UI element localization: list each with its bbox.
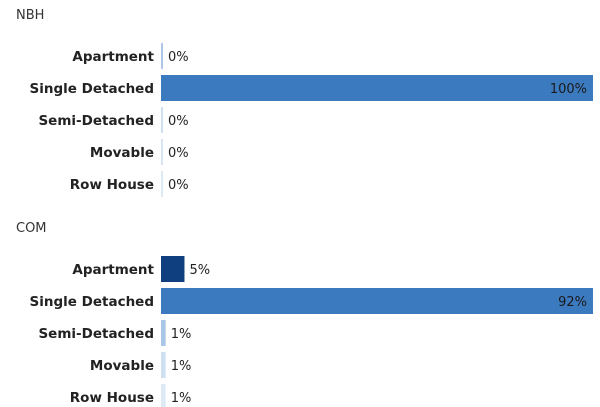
data-label: 0% (168, 146, 189, 161)
bar (161, 256, 185, 282)
data-label: 0% (168, 50, 189, 65)
category-label: Row House (70, 177, 154, 193)
bar (161, 352, 166, 378)
category-label: Movable (90, 358, 154, 374)
chart-group-com: COM Apartment 5% Single Detached 92% Semi-Det… (16, 221, 593, 407)
data-label: 1% (171, 327, 192, 342)
bar (161, 288, 593, 314)
data-label: 0% (168, 178, 189, 193)
data-label: 1% (171, 359, 192, 374)
category-label: Movable (90, 145, 154, 161)
bar (161, 384, 166, 407)
category-label: Apartment (72, 262, 154, 278)
data-label: 5% (189, 263, 210, 278)
category-label: Apartment (72, 49, 154, 65)
group-title: COM (16, 221, 47, 236)
data-label: 0% (168, 114, 189, 129)
data-label: 1% (171, 391, 192, 406)
category-label: Semi-Detached (38, 326, 154, 342)
bar (161, 139, 163, 165)
category-label: Single Detached (30, 81, 154, 97)
bar (161, 171, 163, 197)
data-label: 92% (558, 295, 587, 310)
bar (161, 107, 163, 133)
category-label: Row House (70, 390, 154, 406)
bar (161, 75, 593, 101)
bar (161, 43, 163, 69)
bar (161, 320, 166, 346)
category-label: Single Detached (30, 294, 154, 310)
group-title: NBH (16, 8, 44, 23)
chart-group-nbh: NBH Apartment 0% Single Detached 100% Semi-De… (16, 8, 593, 197)
data-label: 100% (550, 82, 587, 97)
category-label: Semi-Detached (38, 113, 154, 129)
